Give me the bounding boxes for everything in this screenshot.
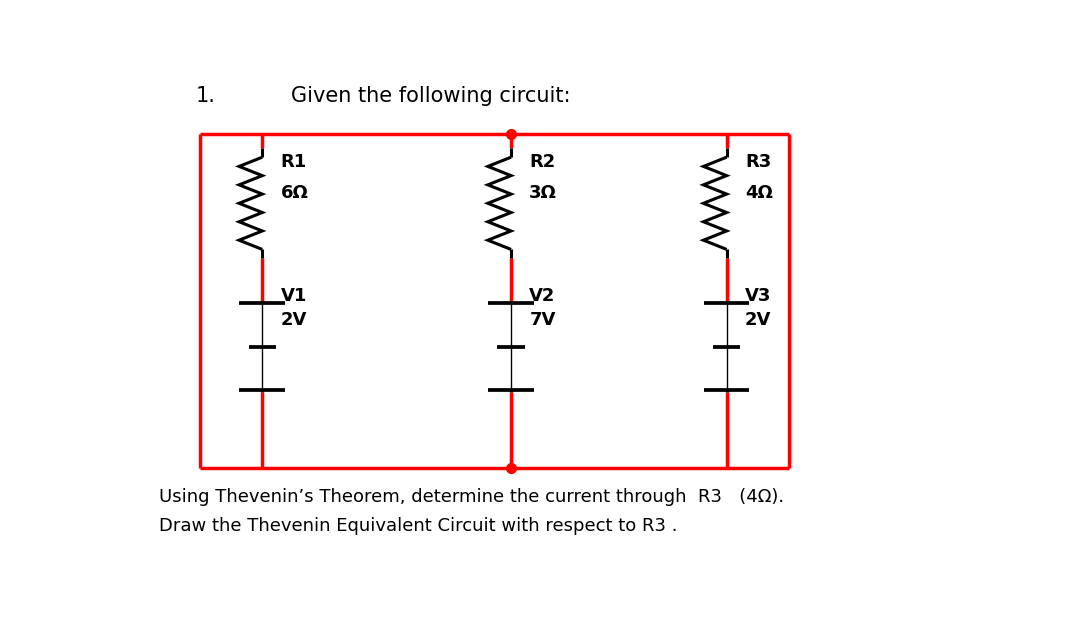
Text: V1: V1	[280, 287, 307, 305]
Text: V3: V3	[745, 287, 771, 305]
Text: 3Ω: 3Ω	[530, 184, 557, 202]
Text: 2V: 2V	[745, 311, 771, 329]
Text: 6Ω: 6Ω	[280, 184, 308, 202]
Text: Draw the Thevenin Equivalent Circuit with respect to R3 .: Draw the Thevenin Equivalent Circuit wit…	[158, 516, 677, 534]
Text: Given the following circuit:: Given the following circuit:	[291, 86, 570, 106]
Text: 2V: 2V	[280, 311, 307, 329]
Text: R3: R3	[745, 153, 771, 171]
Text: 7V: 7V	[530, 311, 555, 329]
Text: V2: V2	[530, 287, 555, 305]
Text: R2: R2	[530, 153, 555, 171]
Text: 4Ω: 4Ω	[745, 184, 773, 202]
Text: Using Thevenin’s Theorem, determine the current through  R3   (4Ω).: Using Thevenin’s Theorem, determine the …	[158, 488, 783, 506]
Text: 1.: 1.	[196, 86, 216, 106]
Text: R1: R1	[280, 153, 307, 171]
